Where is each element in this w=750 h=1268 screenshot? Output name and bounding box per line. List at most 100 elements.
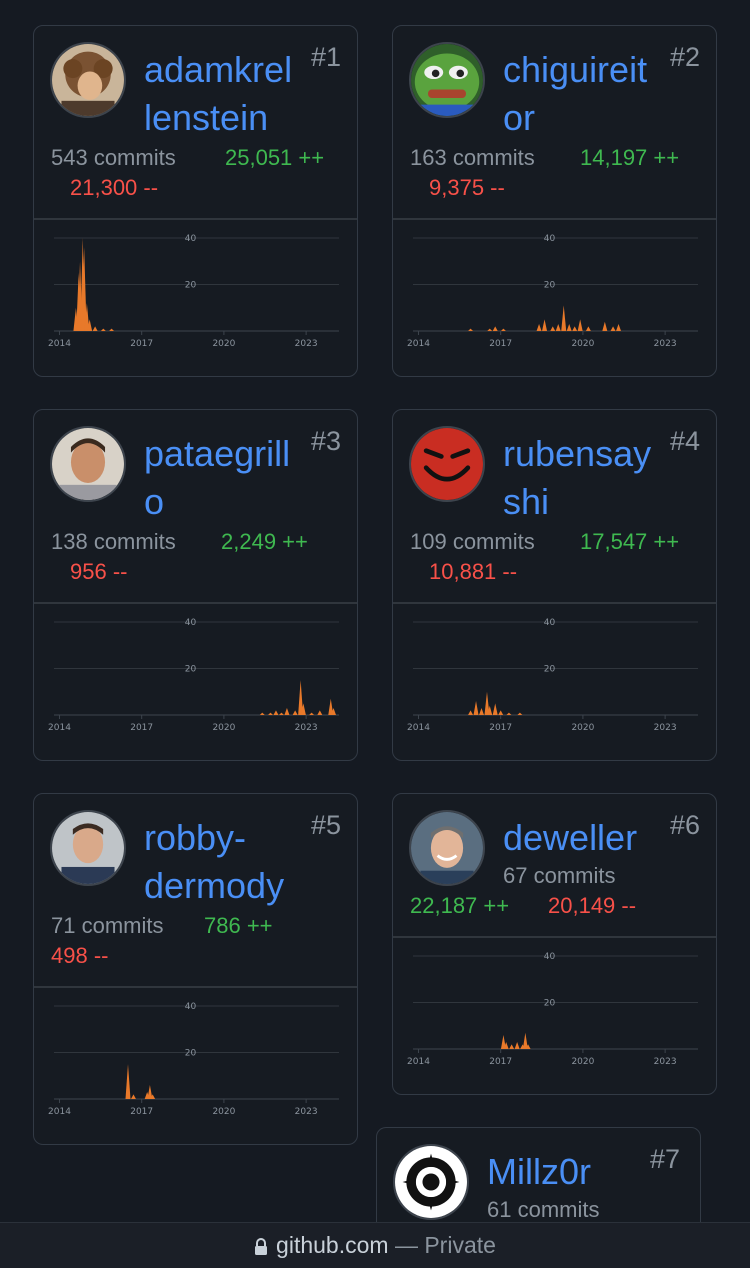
activity-spike [577, 319, 583, 331]
contributor-name-link[interactable]: deweller [503, 817, 638, 858]
y-tick-label: 40 [185, 234, 197, 244]
commit-count: 163 commits [410, 145, 535, 170]
activity-spike [309, 712, 315, 715]
activity-spike [561, 305, 567, 331]
rank-badge: #6 [669, 810, 700, 840]
rank-badge: #5 [310, 810, 341, 840]
activity-spike [503, 1042, 509, 1049]
browser-address-bar[interactable]: github.com — Private [0, 1222, 750, 1268]
contributor-name-link[interactable]: robby- dermody [144, 817, 285, 906]
activity-spike [92, 326, 98, 331]
x-tick-label: 2017 [130, 1107, 153, 1117]
activity-spike [500, 1035, 506, 1049]
activity-spike [284, 708, 290, 715]
card-divider [393, 218, 716, 220]
contributor-card-6: deweller #6 67 commits 22,187 ++ 20,149 … [392, 793, 717, 1095]
additions-count: 22,187 ++ [410, 893, 510, 918]
commit-activity-chart: 40 20 2014 2017 2020 2023 [48, 1002, 339, 1117]
commit-count: 61 commits [487, 1197, 600, 1222]
card-divider [393, 936, 716, 938]
activity-spike [542, 319, 548, 331]
additions-count: 14,197 ++ [580, 145, 680, 170]
x-tick-label: 2014 [407, 723, 430, 733]
contributor-name-link[interactable]: Millz0r [487, 1151, 591, 1192]
activity-spike [81, 247, 87, 331]
activity-spike [278, 712, 284, 715]
avatar[interactable] [409, 42, 485, 118]
activity-spike [147, 1085, 153, 1099]
card-divider [34, 986, 357, 988]
contributor-name-link[interactable]: pataegrill o [144, 433, 291, 522]
contributor-card-4: rubensay shi #4 109 commits 17,547 ++ 10… [392, 409, 717, 761]
activity-spike [273, 710, 279, 715]
commit-activity-chart: 40 20 2014 2017 2020 2023 [48, 234, 339, 349]
activity-spike [572, 326, 578, 331]
y-tick-label: 40 [185, 1002, 197, 1012]
activity-spike [492, 326, 498, 331]
contributor-name-link[interactable]: chiguireit or [503, 49, 648, 138]
address-domain: github.com [276, 1232, 389, 1258]
contributor-name-link[interactable]: adamkrel lenstein [144, 49, 293, 138]
commit-count: 138 commits [51, 529, 176, 554]
activity-spike [555, 324, 561, 331]
contributor-name-link[interactable]: rubensay shi [503, 433, 652, 522]
x-tick-label: 2023 [654, 1057, 677, 1067]
activity-spike [506, 712, 512, 715]
activity-spike [100, 328, 106, 331]
activity-spike [487, 328, 493, 331]
activity-spike [566, 324, 572, 331]
activity-spike [317, 710, 323, 715]
contributor-card-5: robby- dermody #5 71 commits 786 ++ 498 … [33, 793, 358, 1145]
activity-spike [125, 1064, 131, 1099]
x-tick-label: 2014 [407, 1057, 430, 1067]
avatar[interactable] [50, 810, 126, 886]
commit-count: 71 commits [51, 913, 164, 938]
activity-spike [479, 708, 485, 715]
x-tick-label: 2017 [489, 1057, 512, 1067]
additions-count: 2,249 ++ [221, 529, 308, 554]
activity-spike [259, 712, 265, 715]
activity-spike [473, 701, 479, 715]
activity-spike [509, 1044, 515, 1049]
activity-spike [130, 1094, 136, 1099]
additions-count: 17,547 ++ [580, 529, 680, 554]
avatar[interactable] [50, 426, 126, 502]
activity-spike [498, 710, 504, 715]
card-divider [393, 602, 716, 604]
x-tick-label: 2023 [654, 339, 677, 349]
activity-spike [616, 324, 622, 331]
deletions-count: 956 -- [70, 559, 128, 584]
avatar[interactable] [393, 1144, 469, 1220]
deletions-count: 21,300 -- [70, 175, 159, 200]
activity-spike [514, 1042, 520, 1049]
x-tick-label: 2020 [571, 339, 594, 349]
x-tick-label: 2017 [489, 723, 512, 733]
y-tick-label: 40 [544, 952, 556, 962]
activity-spike [150, 1094, 156, 1099]
activity-spike [328, 698, 334, 715]
activity-spike [500, 328, 506, 331]
y-tick-label: 20 [185, 665, 197, 675]
commit-activity-chart: 40 20 2014 2017 2020 2023 [48, 618, 339, 733]
x-tick-label: 2014 [407, 339, 430, 349]
avatar[interactable] [50, 42, 126, 118]
x-tick-label: 2023 [295, 723, 318, 733]
avatar[interactable] [409, 810, 485, 886]
activity-spike [292, 710, 298, 715]
y-tick-label: 20 [185, 1049, 197, 1059]
x-tick-label: 2017 [130, 723, 153, 733]
activity-spike [267, 712, 273, 715]
activity-spike [298, 680, 304, 715]
rank-badge: #4 [669, 426, 700, 456]
card-divider [34, 602, 357, 604]
deletions-count: 10,881 -- [429, 559, 518, 584]
activity-spike [610, 326, 616, 331]
rank-badge: #1 [310, 42, 341, 72]
activity-spike [522, 1032, 528, 1049]
additions-count: 25,051 ++ [225, 145, 325, 170]
avatar[interactable] [409, 426, 485, 502]
activity-spike [492, 703, 498, 715]
lock-icon [255, 1237, 268, 1255]
activity-spike [487, 705, 493, 715]
activity-spike [484, 691, 490, 715]
